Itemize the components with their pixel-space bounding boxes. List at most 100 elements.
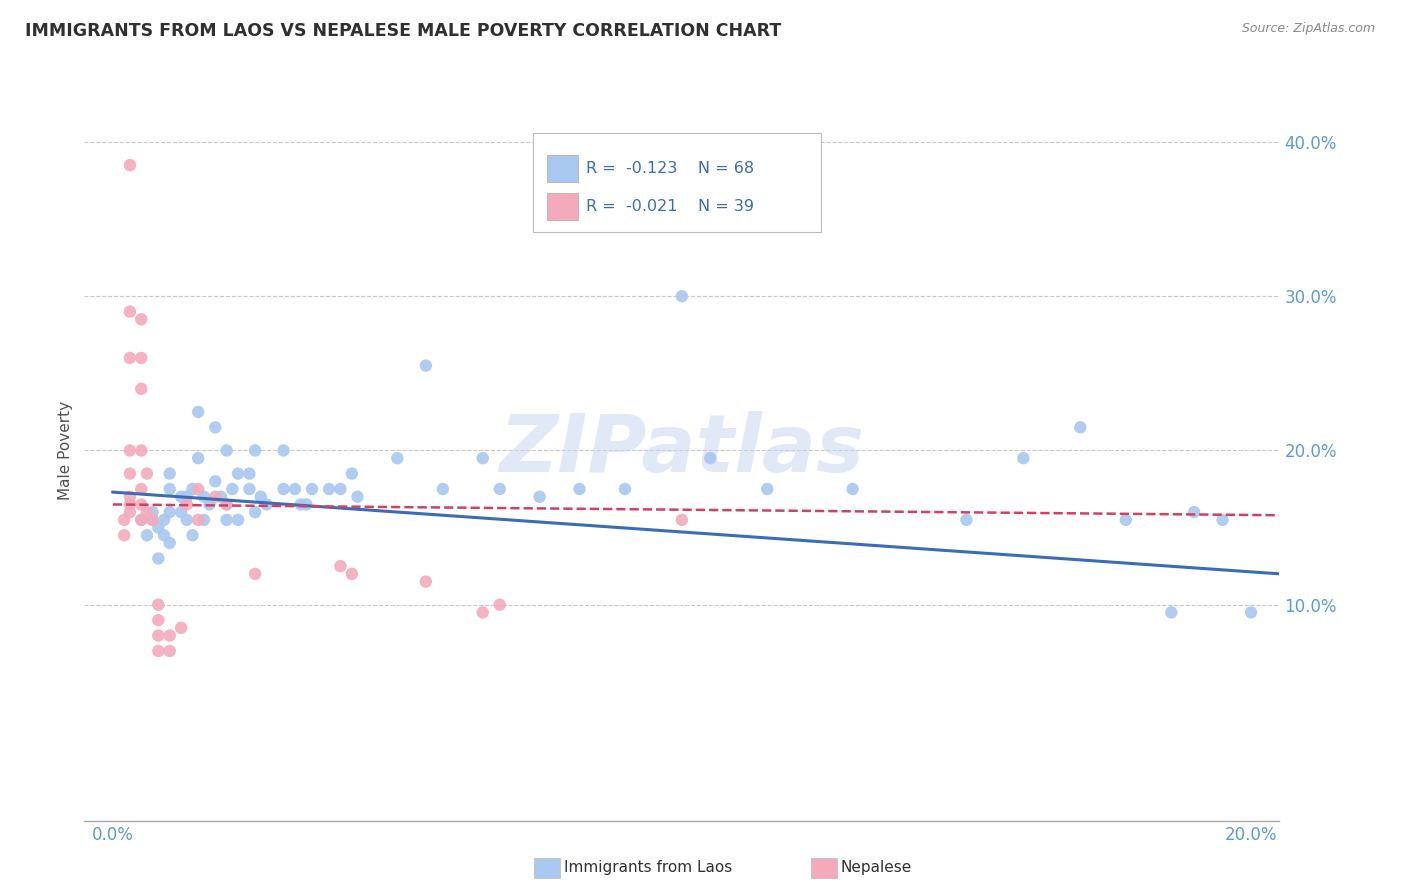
Point [671,513,693,527]
Point [181,528,204,542]
Point [118,351,141,365]
Point [187,513,209,527]
Point [215,513,238,527]
Point [243,566,266,581]
Point [153,528,176,542]
Point [159,644,181,658]
Point [1212,513,1234,527]
Point [488,598,510,612]
Point [187,405,209,419]
Point [129,351,152,365]
Point [318,482,340,496]
Point [204,475,226,489]
Point [148,551,170,566]
Point [238,482,260,496]
Point [238,467,260,481]
Point [204,490,226,504]
Point [148,598,170,612]
Point [215,498,238,512]
Point [176,513,198,527]
Text: R =  -0.123    N = 68: R = -0.123 N = 68 [586,161,754,177]
Point [129,382,152,396]
Point [142,513,165,527]
Point [193,513,215,527]
Point [415,574,437,589]
Point [346,490,368,504]
Point [1069,420,1091,434]
Point [529,490,551,504]
Point [129,513,152,527]
Point [118,498,141,512]
Point [226,467,249,481]
Point [614,482,637,496]
Point [176,490,198,504]
Text: ZIPatlas: ZIPatlas [499,411,865,490]
Point [301,482,323,496]
Point [142,513,165,527]
Point [112,528,135,542]
Point [488,482,510,496]
Point [699,451,721,466]
Point [204,420,226,434]
Point [170,505,193,519]
Point [170,621,193,635]
Text: IMMIGRANTS FROM LAOS VS NEPALESE MALE POVERTY CORRELATION CHART: IMMIGRANTS FROM LAOS VS NEPALESE MALE PO… [25,22,782,40]
Point [159,505,181,519]
Point [170,490,193,504]
Point [955,513,977,527]
Point [148,520,170,534]
Point [148,628,170,642]
Point [136,467,159,481]
Point [1012,451,1035,466]
Point [159,628,181,642]
Point [187,482,209,496]
Point [1160,606,1182,620]
Point [415,359,437,373]
Point [221,482,243,496]
Point [129,513,152,527]
Point [756,482,779,496]
Point [118,443,141,458]
Point [471,606,494,620]
Point [193,490,215,504]
Point [181,482,204,496]
Point [129,482,152,496]
Point [112,513,135,527]
Point [118,158,141,172]
Point [159,467,181,481]
Point [118,490,141,504]
Point [1115,513,1137,527]
Point [159,536,181,550]
Text: Source: ZipAtlas.com: Source: ZipAtlas.com [1241,22,1375,36]
Point [129,312,152,326]
Point [176,498,198,512]
Point [148,613,170,627]
Point [568,482,591,496]
Point [249,490,271,504]
Point [118,467,141,481]
Point [1182,505,1205,519]
Point [841,482,863,496]
Point [432,482,454,496]
Point [142,505,165,519]
Point [118,304,141,318]
Point [159,482,181,496]
Point [226,513,249,527]
Point [118,505,141,519]
Point [256,498,278,512]
Point [153,513,176,527]
Point [215,443,238,458]
Point [295,498,318,512]
Point [284,482,307,496]
Point [1240,606,1263,620]
Point [136,505,159,519]
Y-axis label: Male Poverty: Male Poverty [58,401,73,500]
Point [340,467,363,481]
Point [329,559,352,574]
Point [273,443,295,458]
Point [215,498,238,512]
Point [243,505,266,519]
Point [290,498,312,512]
Point [671,289,693,303]
Point [129,443,152,458]
